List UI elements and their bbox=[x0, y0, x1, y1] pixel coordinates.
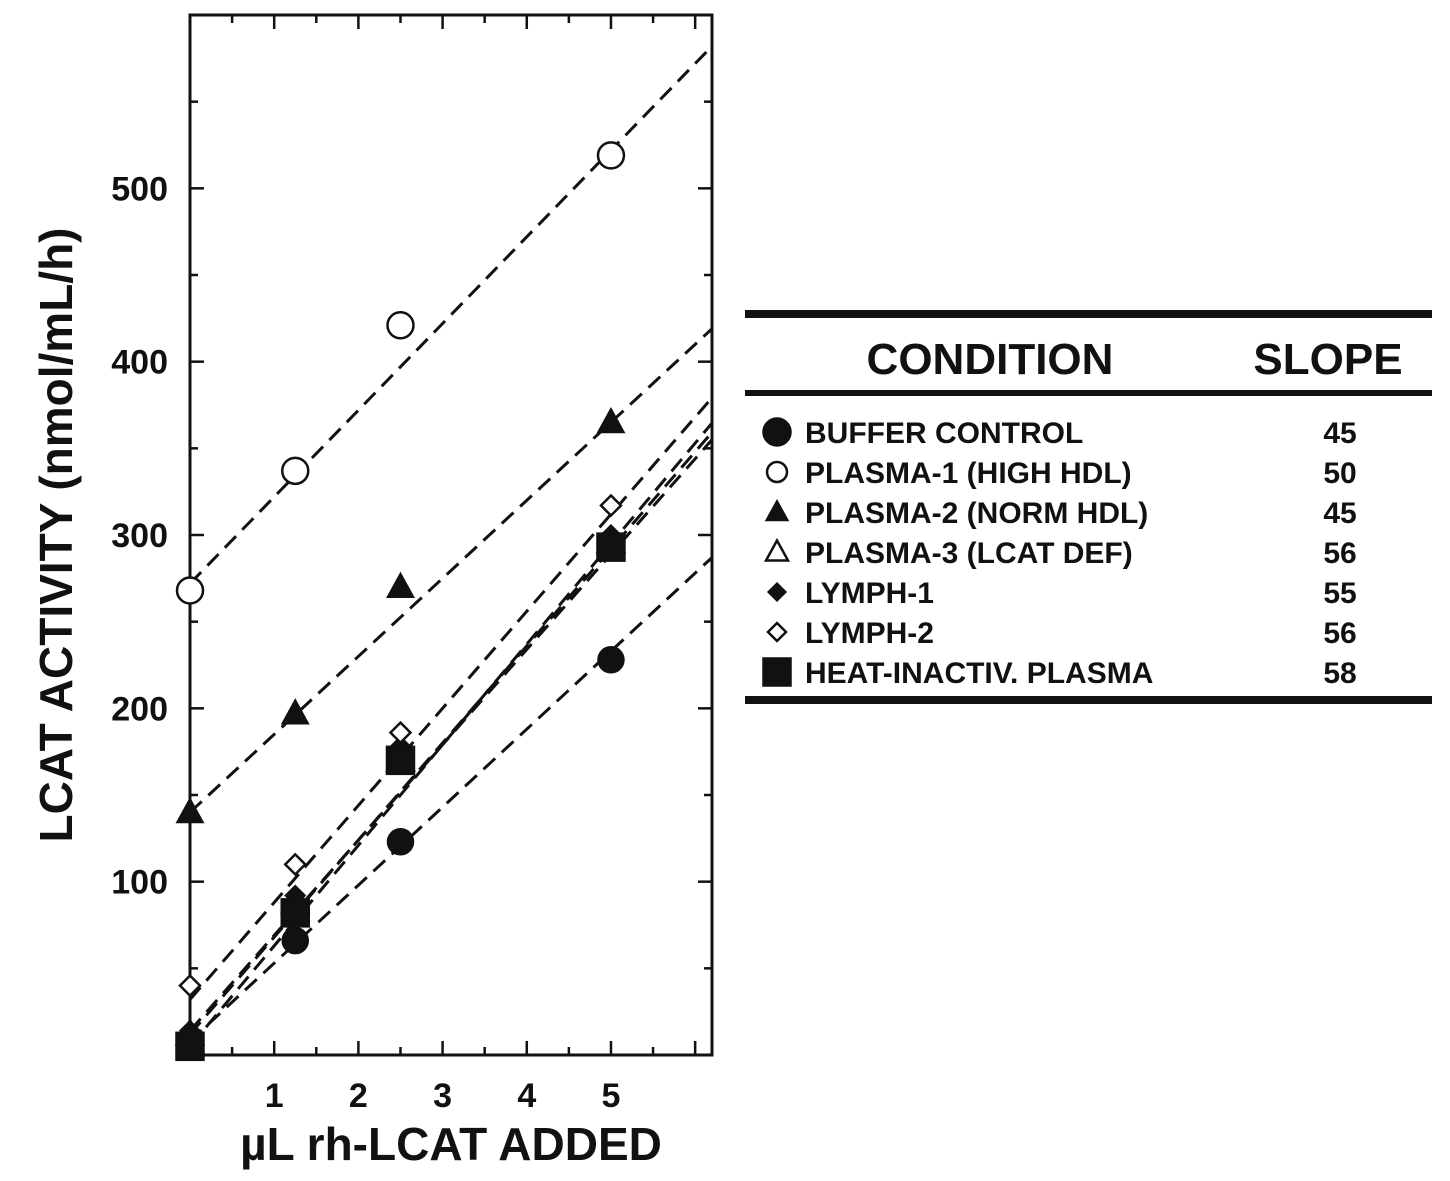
legend-header-slope: SLOPE bbox=[1253, 335, 1402, 384]
legend-slope-value: 55 bbox=[1323, 577, 1356, 610]
legend-marker bbox=[762, 657, 792, 687]
series-3-points bbox=[175, 406, 626, 824]
series-6-points bbox=[178, 493, 623, 998]
legend-row: BUFFER CONTROL 45 bbox=[762, 417, 1357, 450]
legend-row: LYMPH-2 56 bbox=[766, 617, 1357, 650]
y-tick-label: 100 bbox=[111, 864, 168, 902]
legend-slope-value: 56 bbox=[1323, 617, 1356, 650]
legend-table: CONDITION SLOPE BUFFER CONTROL 45 PLASMA-1 (… bbox=[745, 310, 1432, 704]
legend-marker bbox=[766, 621, 788, 643]
series-5-points bbox=[178, 523, 623, 1042]
legend-row: PLASMA-2 (NORM HDL) 45 bbox=[764, 497, 1357, 530]
fit-line-3 bbox=[190, 327, 712, 814]
data-point bbox=[283, 852, 308, 877]
legend-slope-value: 50 bbox=[1323, 457, 1356, 490]
data-point bbox=[175, 1031, 205, 1062]
data-point bbox=[386, 311, 415, 340]
data-point bbox=[386, 828, 415, 856]
legend-slope-value: 58 bbox=[1323, 657, 1356, 690]
y-tick-label: 200 bbox=[111, 690, 168, 728]
series-1-points bbox=[176, 646, 625, 1055]
legend-marker bbox=[762, 417, 792, 447]
x-tick-label: 3 bbox=[433, 1077, 452, 1115]
legend-label: HEAT-INACTIV. PLASMA bbox=[805, 657, 1153, 690]
x-axis-title: µL rh-LCAT ADDED bbox=[240, 1118, 662, 1170]
series-4-points bbox=[174, 525, 627, 1046]
legend-marker bbox=[763, 537, 791, 562]
series-7-points bbox=[175, 532, 626, 1062]
data-point bbox=[280, 698, 310, 725]
data-point bbox=[596, 532, 626, 562]
data-point bbox=[599, 493, 623, 518]
plot-frame bbox=[188, 13, 714, 1057]
legend-marker bbox=[765, 460, 789, 484]
legend-marker bbox=[766, 581, 788, 603]
y-tick-label: 300 bbox=[111, 517, 168, 555]
legend-slope-value: 45 bbox=[1323, 497, 1356, 530]
fit-line-7 bbox=[190, 422, 712, 1048]
y-tick-label: 400 bbox=[111, 344, 168, 382]
data-point bbox=[175, 576, 205, 605]
data-point bbox=[281, 926, 309, 955]
data-point bbox=[280, 456, 310, 486]
legend-slope-value: 45 bbox=[1323, 417, 1356, 450]
legend-row: PLASMA-1 (HIGH HDL) 50 bbox=[765, 457, 1357, 490]
y-tick-label: 500 bbox=[111, 170, 168, 208]
data-point bbox=[386, 571, 415, 598]
plot-area: 100 200 300 400 500 1 2 3 4 5µL rh-LCAT ADDED LCAT… bbox=[30, 13, 714, 1170]
data-point bbox=[596, 141, 626, 170]
legend-row: HEAT-INACTIV. PLASMA 58 bbox=[762, 657, 1357, 690]
data-point bbox=[178, 973, 202, 998]
legend-label: PLASMA-2 (NORM HDL) bbox=[805, 497, 1148, 530]
legend-label: BUFFER CONTROL bbox=[805, 417, 1083, 450]
series-2-points bbox=[175, 141, 626, 605]
x-tick-label: 4 bbox=[517, 1077, 536, 1115]
fit-line-1 bbox=[190, 556, 712, 1043]
legend-slope-value: 56 bbox=[1323, 537, 1356, 570]
fit-line-6 bbox=[190, 396, 712, 1001]
data-points bbox=[174, 141, 627, 1062]
legend-header-condition: CONDITION bbox=[867, 335, 1114, 384]
legend-label: PLASMA-3 (LCAT DEF) bbox=[805, 537, 1133, 570]
data-point bbox=[596, 406, 626, 434]
data-point bbox=[597, 646, 625, 674]
data-point bbox=[280, 898, 310, 928]
legend-row: LYMPH-1 55 bbox=[766, 577, 1357, 610]
x-tick-label: 5 bbox=[602, 1077, 621, 1115]
data-point bbox=[385, 745, 416, 776]
data-point bbox=[388, 720, 413, 745]
legend-label: LYMPH-2 bbox=[805, 617, 934, 650]
fit-line-2 bbox=[190, 45, 712, 585]
data-point bbox=[175, 796, 205, 824]
legend-row: PLASMA-3 (LCAT DEF) 56 bbox=[763, 537, 1357, 570]
legend-marker bbox=[764, 498, 790, 522]
fit-lines bbox=[190, 45, 712, 1048]
x-tick-label: 1 bbox=[265, 1077, 284, 1115]
x-tick-label: 2 bbox=[349, 1077, 368, 1115]
legend-label: LYMPH-1 bbox=[805, 577, 934, 610]
legend-label: PLASMA-1 (HIGH HDL) bbox=[805, 457, 1132, 490]
y-axis-title: LCAT ACTIVITY (nmol/mL/h) bbox=[30, 228, 82, 843]
